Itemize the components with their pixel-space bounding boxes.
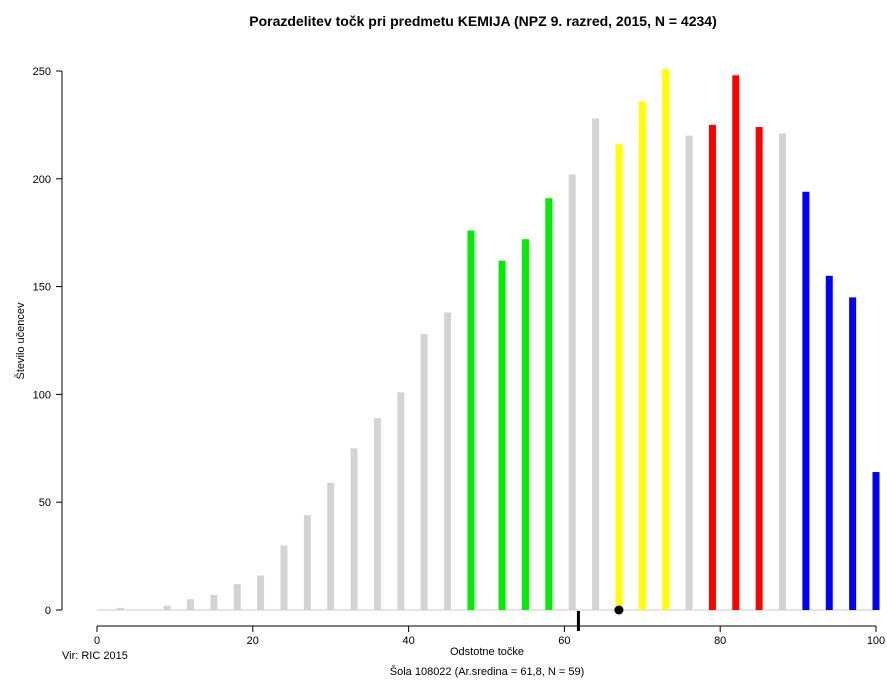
bar — [568, 174, 576, 610]
bar — [373, 418, 381, 610]
school-point-marker — [614, 605, 624, 615]
y-tick-label: 250 — [33, 66, 51, 78]
y-tick-label: 50 — [39, 497, 51, 509]
chart-title: Porazdelitev točk pri predmetu KEMIJA (N… — [249, 13, 716, 29]
bar — [662, 68, 670, 611]
school-note: Šola 108022 (Ar.sredina = 61,8, N = 59) — [390, 665, 584, 678]
bar — [257, 575, 265, 610]
y-tick-label: 0 — [45, 605, 51, 617]
x-tick-label: 80 — [714, 635, 726, 647]
y-tick-label: 100 — [33, 389, 51, 401]
bar — [779, 133, 787, 611]
bar — [303, 515, 311, 610]
source-note: Vir: RIC 2015 — [62, 650, 128, 662]
bar — [638, 101, 646, 611]
school-mean-marker — [576, 611, 580, 631]
bar — [825, 275, 833, 610]
x-tick-label: 20 — [247, 635, 259, 647]
x-tick-label: 60 — [558, 635, 570, 647]
bar — [444, 312, 452, 610]
bar — [186, 599, 194, 610]
bar — [615, 144, 623, 610]
bar — [521, 239, 529, 610]
x-axis-label: Odstotne točke — [450, 646, 524, 658]
bar — [116, 607, 124, 610]
bar — [350, 448, 358, 610]
bar — [163, 605, 171, 610]
plot-layer: 0 50 100 150 200 250 0 20 40 60 80 100 — [33, 66, 886, 647]
bar — [280, 545, 288, 610]
bar — [210, 594, 218, 610]
bar — [708, 124, 716, 611]
bar — [592, 118, 600, 610]
x-tick-label: 40 — [402, 635, 414, 647]
bar — [397, 392, 405, 610]
y-tick-label: 200 — [33, 174, 51, 186]
bar — [545, 198, 553, 611]
bar — [849, 297, 857, 610]
bar — [685, 135, 693, 610]
bar — [755, 127, 763, 610]
x-tick-label: 100 — [867, 635, 885, 647]
bar — [498, 260, 506, 610]
bar — [420, 334, 428, 610]
bar — [872, 472, 880, 610]
y-axis-label: Število učencev — [14, 302, 27, 380]
y-tick-label: 150 — [33, 282, 51, 294]
x-tick-label: 0 — [94, 635, 100, 647]
bar — [732, 75, 740, 610]
bar — [802, 191, 810, 610]
bar — [233, 584, 241, 610]
bar — [327, 482, 335, 610]
bar — [467, 230, 475, 610]
